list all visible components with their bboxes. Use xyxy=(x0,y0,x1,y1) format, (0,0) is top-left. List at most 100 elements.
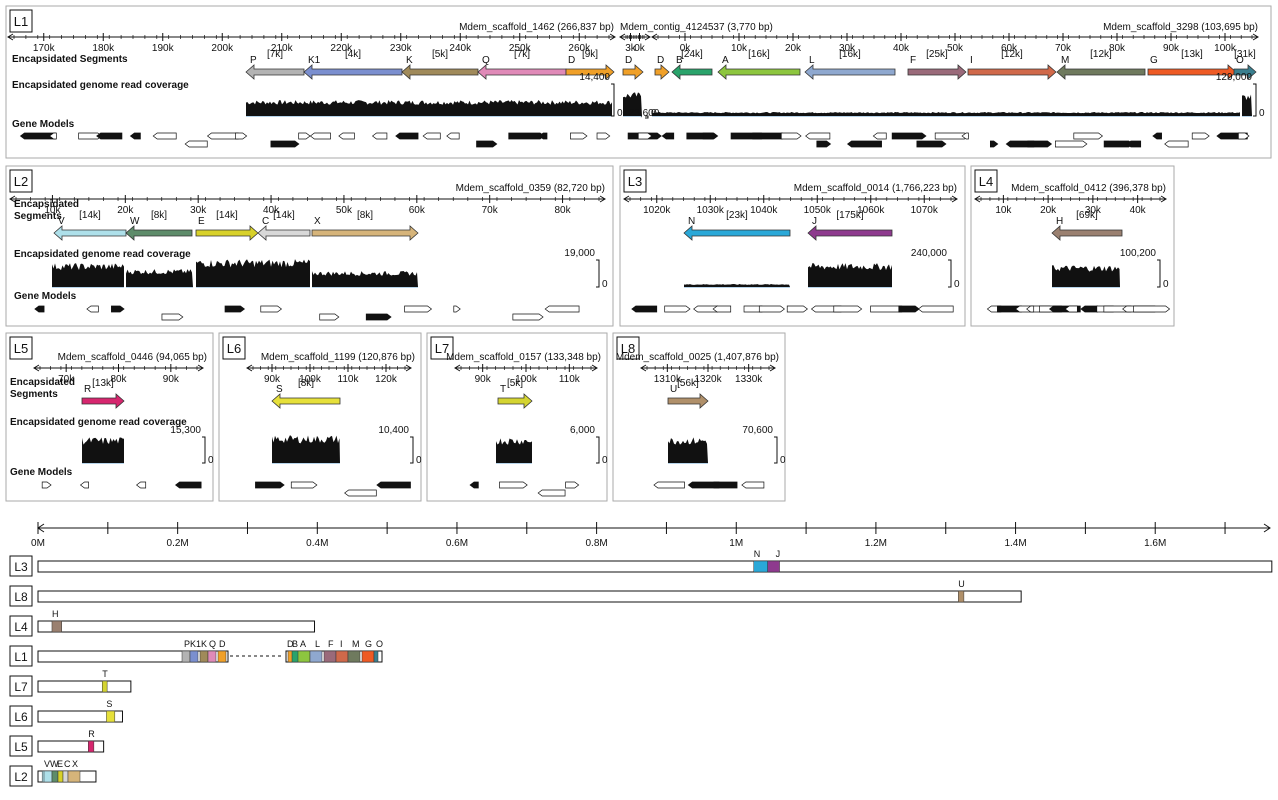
gene-model xyxy=(709,481,738,489)
coverage-zero-label: 0 xyxy=(954,279,960,290)
scaffold-title: Mdem_scaffold_0157 (133,348 bp) xyxy=(446,352,601,363)
axis-tick-label: 1050k xyxy=(804,205,832,216)
gene-model xyxy=(446,132,460,140)
coverage-track-L3 xyxy=(684,284,790,287)
gene-model xyxy=(544,305,580,313)
gene-model xyxy=(1126,140,1142,148)
segment-B-size: [24k] xyxy=(681,49,703,60)
segment-O-size: [31k] xyxy=(1234,49,1256,60)
gene-model xyxy=(712,305,732,313)
axis-tick-label: 170k xyxy=(33,43,56,54)
segment-U-arrow xyxy=(667,393,709,409)
gene-model xyxy=(872,132,887,140)
coverage-track-L2 xyxy=(52,263,124,287)
overview-segment-N xyxy=(753,560,768,573)
segment-N-arrow xyxy=(683,225,791,241)
panel-frame xyxy=(218,332,422,502)
overview-chromosome xyxy=(37,560,1273,573)
gene-model xyxy=(161,313,184,321)
overview-row-label: L7 xyxy=(14,680,28,694)
segment-V-size: [14k] xyxy=(79,210,101,221)
segment-E-arrow xyxy=(195,225,259,241)
axis-tick-label: 210k xyxy=(271,43,294,54)
gene-model xyxy=(298,132,311,140)
gene-model xyxy=(476,140,498,148)
ruler-L4-left-arrow xyxy=(974,195,981,203)
gene-model xyxy=(184,140,208,148)
axis-tick-label: 40k xyxy=(893,43,910,54)
gene-model xyxy=(371,132,388,140)
overview-segment-A xyxy=(297,650,311,663)
segment-T-size: [5k] xyxy=(507,378,523,389)
segment-F-label: F xyxy=(910,55,916,66)
axis-tick-label: 90k xyxy=(264,374,281,385)
coverage-scale-bar xyxy=(1253,83,1257,117)
segment-E-label: E xyxy=(198,216,205,227)
segment-J-arrow xyxy=(807,225,893,241)
gene-model xyxy=(891,132,927,140)
gene-model xyxy=(512,313,544,321)
overview-segment-U xyxy=(958,590,965,603)
gene-model xyxy=(224,305,246,313)
gene-model xyxy=(961,132,969,140)
ruler-L6-left-arrow xyxy=(246,364,253,372)
overview-chromosome xyxy=(37,740,105,753)
segment-M-size: [12k] xyxy=(1090,49,1112,60)
gene-model xyxy=(661,132,675,140)
overview-axis-label: 1.4M xyxy=(1004,538,1026,549)
ruler-L5-right-arrow xyxy=(197,364,204,372)
gene-model xyxy=(376,481,411,489)
segment-J-size: [175k] xyxy=(836,210,863,221)
overview-chromosome xyxy=(37,590,1022,603)
coverage-max-label: 240,000 xyxy=(911,248,948,259)
coverage-max-label: 10,400 xyxy=(378,425,409,436)
coverage-zero-label: 0 xyxy=(1163,279,1169,290)
gene-model xyxy=(664,305,691,313)
segment-S-label: S xyxy=(276,384,283,395)
axis-tick-label: 80k xyxy=(555,205,572,216)
axis-tick-label: 90k xyxy=(475,374,492,385)
segment-K-size: [5k] xyxy=(432,49,448,60)
panel-label-box xyxy=(430,336,454,360)
gene-model xyxy=(1080,305,1099,313)
overview-segment-label: T xyxy=(102,669,108,679)
gene-model xyxy=(309,132,331,140)
overview-axis-right-arrow xyxy=(1263,523,1271,533)
gene-model xyxy=(469,481,479,489)
scaffold-title: Mdem_scaffold_0446 (94,065 bp) xyxy=(58,352,207,363)
coverage-max-label: 6,000 xyxy=(570,425,595,436)
overview-segment-label: S xyxy=(106,699,112,709)
axis-tick-label: 120k xyxy=(375,374,398,385)
overview-segment-label: X xyxy=(72,759,78,769)
overview-row-label-box xyxy=(9,765,33,787)
ruler-contig-4124537-right-arrow xyxy=(644,33,651,41)
panel-frame xyxy=(5,165,614,327)
gene-models-label: Gene Models xyxy=(10,467,73,478)
gene-model xyxy=(1064,305,1078,313)
segment-Q-label: Q xyxy=(482,55,490,66)
overview-row-label-box xyxy=(9,615,33,637)
coverage-track-scaffold-3298 xyxy=(652,112,1240,116)
segment-X-size: [8k] xyxy=(357,210,373,221)
axis-tick-label: 70k xyxy=(1055,43,1072,54)
overview-chromosome xyxy=(37,650,229,663)
overview-segment-J xyxy=(767,560,780,573)
ruler-L8-left-arrow xyxy=(640,364,647,372)
gene-model xyxy=(174,481,202,489)
gene-model xyxy=(319,313,340,321)
overview-axis-label: 0M xyxy=(31,538,45,549)
ruler-L6-right-arrow xyxy=(405,364,412,372)
axis-tick-label: 30k xyxy=(190,205,207,216)
ruler-L8-right-arrow xyxy=(769,364,776,372)
panel-frame xyxy=(5,332,214,502)
gene-model xyxy=(499,481,528,489)
panel-label-box xyxy=(616,336,640,360)
ruler-scaffold-3298-right-arrow xyxy=(1252,33,1259,41)
segment-A-arrow xyxy=(717,64,801,80)
coverage-track-scaffold-1462 xyxy=(246,100,612,116)
segments-label: Segments xyxy=(10,389,58,400)
overview-segment-label: K1 xyxy=(190,639,201,649)
overview-segment-label: E xyxy=(57,759,63,769)
panel-label-box xyxy=(9,169,33,193)
